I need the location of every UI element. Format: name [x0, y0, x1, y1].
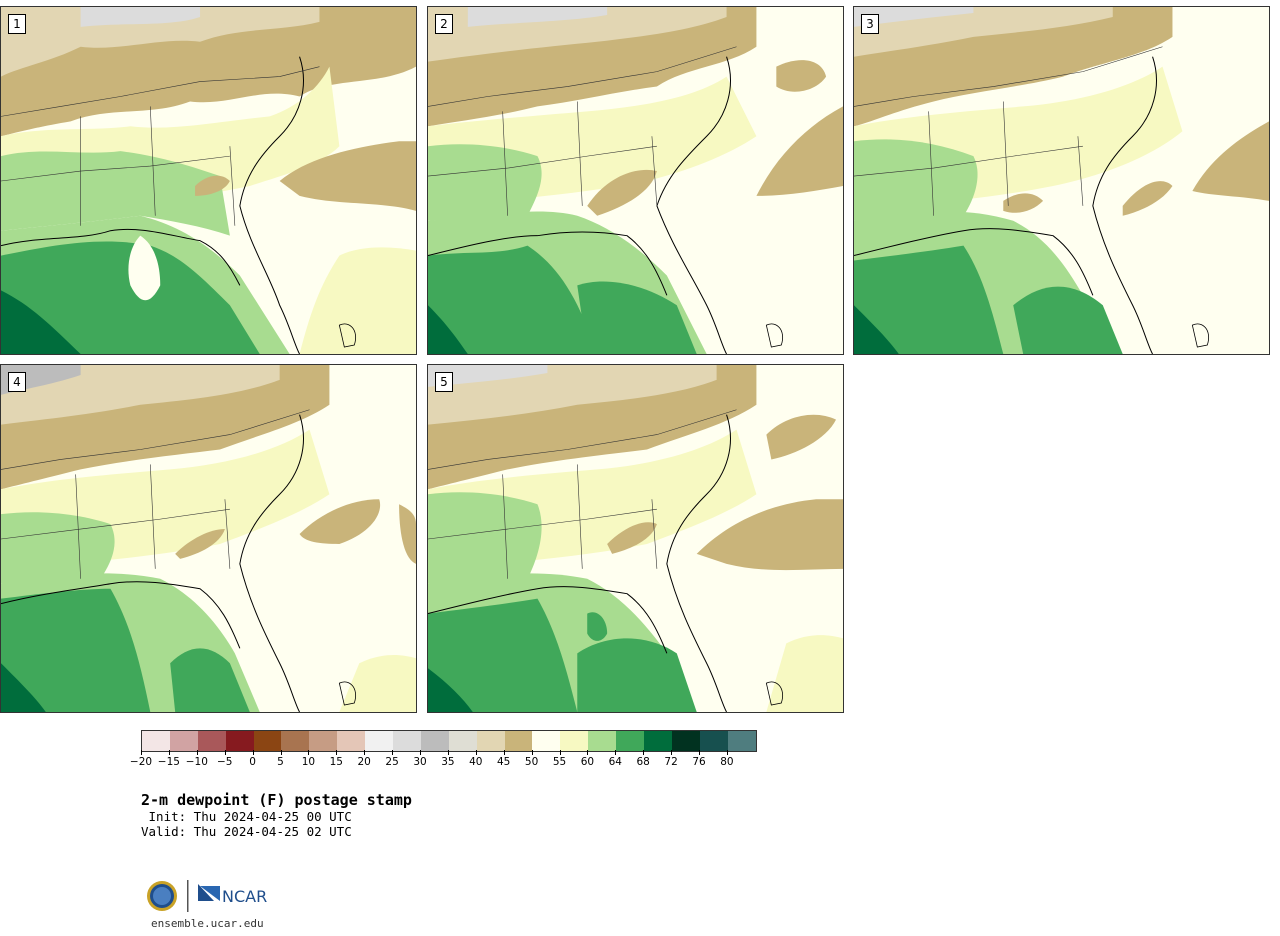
colorbar-tick-label: 25	[385, 756, 399, 768]
member-number-label: 1	[8, 14, 26, 34]
colorbar-swatch	[225, 731, 254, 751]
colorbar-swatch	[393, 731, 421, 751]
colorbar-tick-label: 5	[277, 756, 284, 768]
colorbar-tick	[168, 750, 170, 755]
colorbar-tick	[699, 750, 700, 755]
colorbar-tick	[726, 750, 728, 755]
colorbar-swatch	[337, 731, 366, 751]
colorbar-swatch	[309, 731, 338, 751]
colorbar-swatch	[476, 731, 505, 751]
colorbar-tick	[141, 750, 142, 755]
init-time: Init: Thu 2024-04-25 00 UTC	[141, 809, 352, 824]
colorbar-tick-label: 72	[664, 756, 678, 768]
colorbar-swatch	[532, 731, 561, 751]
colorbar-tick	[392, 750, 394, 755]
colorbar-swatch	[365, 731, 394, 751]
colorbar-tick	[671, 750, 673, 755]
colorbar-tick-label: 0	[249, 756, 256, 768]
colorbar-tick-label: −20	[129, 756, 153, 768]
colorbar-swatch	[197, 731, 226, 751]
colorbar-tick	[559, 750, 561, 755]
dewpoint-map-3	[854, 7, 1269, 354]
nsf-logo-icon: nsf-logo-icon NCAR	[147, 880, 267, 912]
colorbar-swatch	[699, 731, 728, 751]
dewpoint-colorbar	[141, 730, 757, 752]
colorbar-tick-label: 30	[413, 756, 427, 768]
colorbar-tick	[587, 750, 589, 755]
colorbar-swatch	[588, 731, 617, 751]
member-map-1: 1	[0, 6, 417, 355]
colorbar-tick	[364, 750, 366, 755]
member-number-label: 3	[861, 14, 879, 34]
colorbar-swatch	[644, 731, 672, 751]
colorbar-swatch	[281, 731, 310, 751]
colorbar-tick	[280, 750, 282, 755]
valid-time: Valid: Thu 2024-04-25 02 UTC	[141, 824, 352, 839]
colorbar-swatch	[253, 731, 282, 751]
colorbar-tick-label: 50	[524, 756, 539, 768]
colorbar-tick-label: 40	[469, 756, 483, 768]
site-url: ensemble.ucar.edu	[151, 917, 264, 930]
colorbar-tick-label: 64	[608, 756, 622, 768]
colorbar-tick	[475, 750, 477, 755]
colorbar-swatch	[504, 731, 533, 751]
colorbar-swatch	[420, 731, 449, 751]
member-map-5: 5	[427, 364, 844, 713]
dewpoint-map-1	[1, 7, 416, 354]
member-map-2: 2	[427, 6, 844, 355]
colorbar-swatch	[671, 731, 700, 751]
colorbar-tick-label: 45	[497, 756, 511, 768]
colorbar-tick-label: 10	[301, 756, 316, 768]
colorbar-swatch	[616, 731, 645, 751]
colorbar-tick-label: −5	[216, 756, 233, 768]
colorbar-tick	[503, 750, 505, 755]
dewpoint-map-5	[428, 365, 843, 712]
colorbar-tick-labels: −20 −15 −10 −5 0 5 10 15 20 25 30 35 40 45 50 55 60 64 68 7…	[130, 750, 756, 774]
colorbar-tick	[308, 750, 310, 755]
colorbar-tick	[252, 750, 254, 755]
member-map-3: 3	[853, 6, 1270, 355]
colorbar-tick	[643, 750, 645, 755]
dewpoint-map-4	[1, 365, 416, 712]
colorbar-swatch	[560, 731, 589, 751]
colorbar-swatch	[448, 731, 477, 751]
colorbar-swatch	[142, 731, 170, 751]
member-number-label: 5	[435, 372, 453, 392]
colorbar-tick	[531, 750, 533, 755]
colorbar-tick	[224, 750, 226, 755]
colorbar-tick-label: 80	[720, 756, 734, 768]
dewpoint-map-2	[428, 7, 843, 354]
colorbar-tick	[196, 750, 198, 755]
colorbar-tick	[420, 750, 421, 755]
colorbar-tick-label: 76	[692, 756, 706, 768]
member-number-label: 2	[435, 14, 453, 34]
colorbar-tick-label: −15	[157, 756, 180, 768]
ncar-text: NCAR	[222, 887, 267, 906]
colorbar-swatch	[169, 731, 198, 751]
colorbar-tick-label: 35	[441, 756, 455, 768]
plot-title: 2-m dewpoint (F) postage stamp	[141, 791, 412, 809]
colorbar-swatch	[727, 731, 756, 751]
colorbar-tick-label: 15	[329, 756, 343, 768]
colorbar-tick	[615, 750, 617, 755]
member-number-label: 4	[8, 372, 26, 392]
colorbar-tick	[336, 750, 338, 755]
colorbar-tick-label: 20	[357, 756, 371, 768]
colorbar-tick-label: 68	[636, 756, 650, 768]
colorbar-tick-label: −10	[185, 756, 208, 768]
colorbar-tick	[447, 750, 449, 755]
colorbar-tick-label: 55	[552, 756, 567, 768]
nsf-ncar-logo: nsf-logo-icon NCAR	[144, 876, 274, 916]
member-map-4: 4	[0, 364, 417, 713]
colorbar-tick-label: 60	[580, 756, 595, 768]
